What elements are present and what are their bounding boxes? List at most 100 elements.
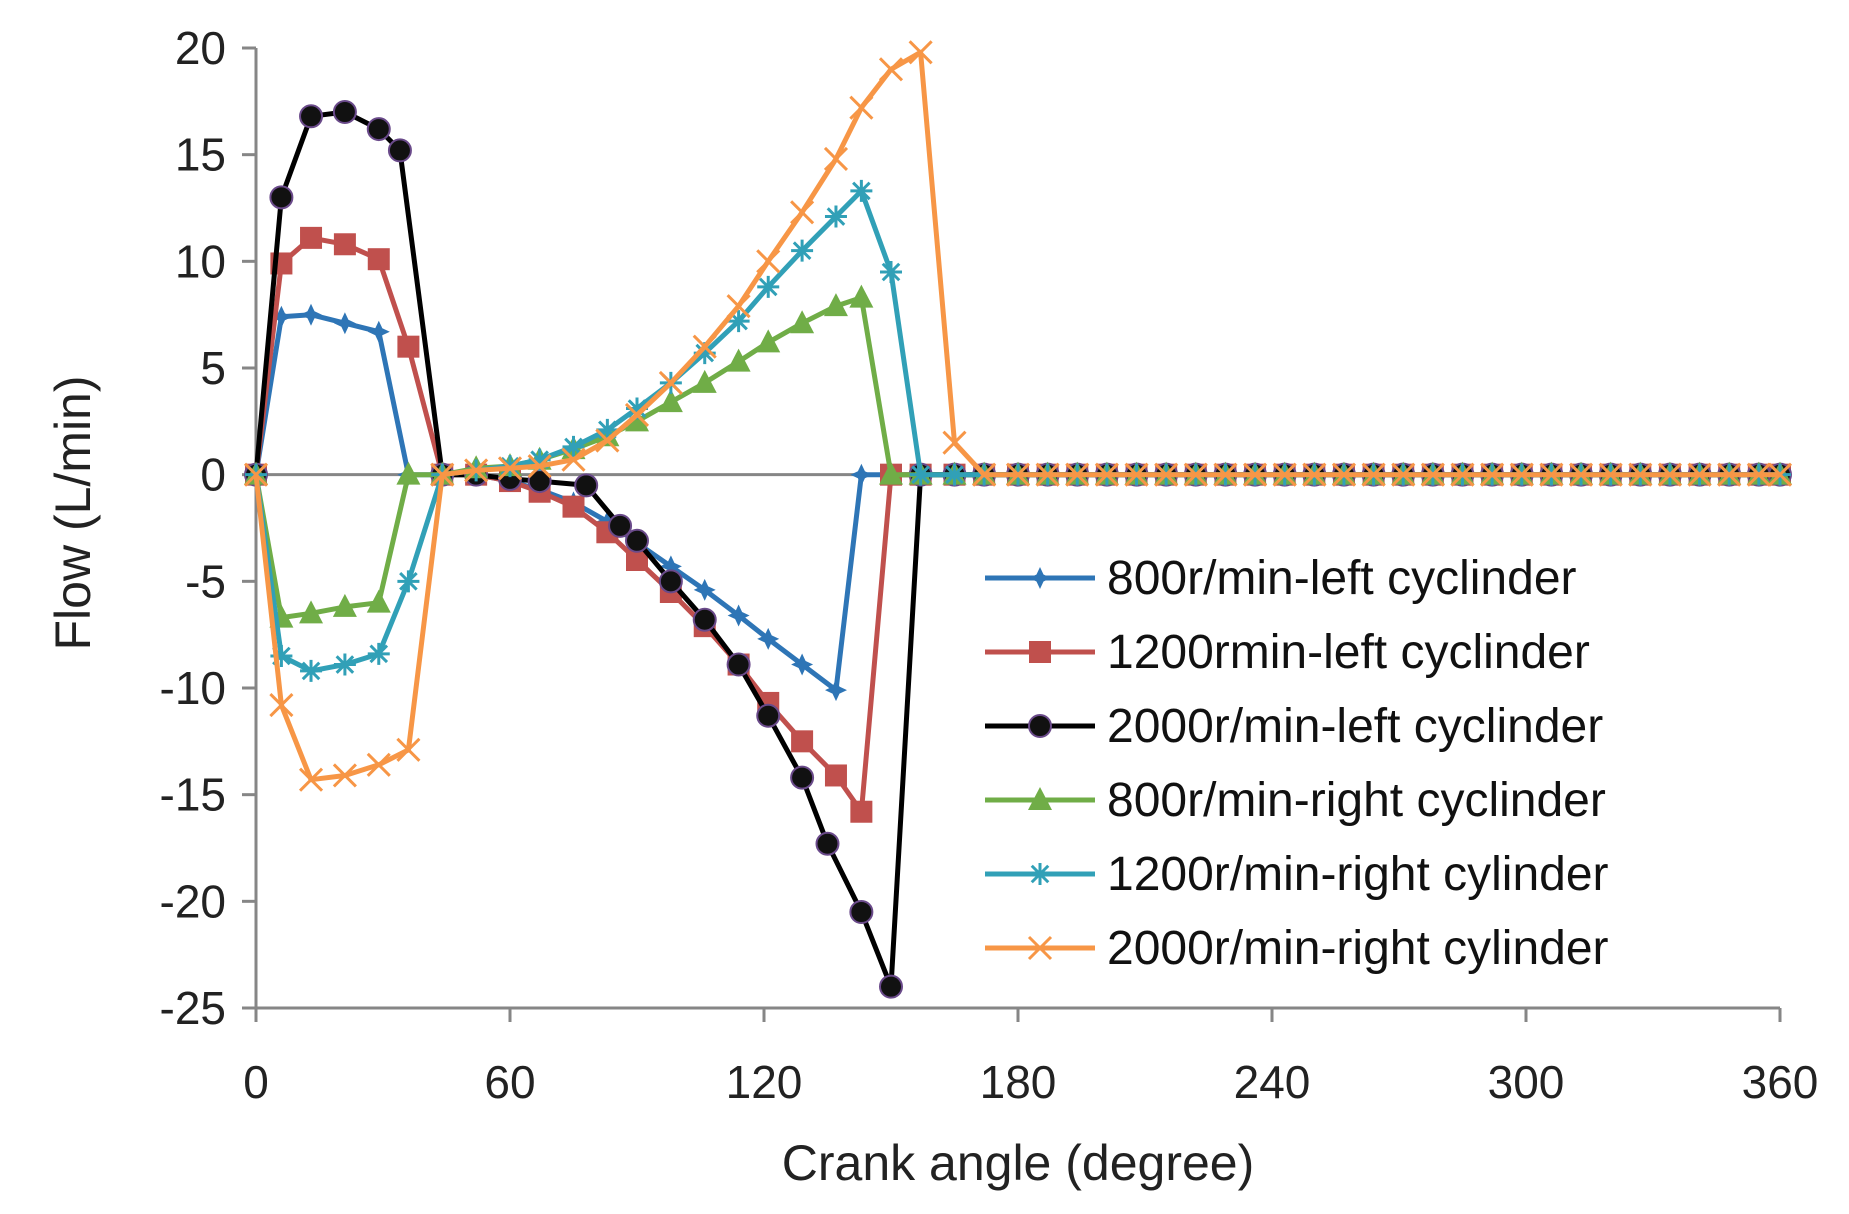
data-point bbox=[625, 528, 649, 553]
data-point bbox=[659, 555, 682, 578]
data-point bbox=[367, 248, 390, 271]
data-point bbox=[1509, 462, 1534, 487]
data-point bbox=[658, 370, 683, 395]
data-point bbox=[387, 138, 412, 163]
y-tick-label: -25 bbox=[160, 982, 226, 1034]
data-point bbox=[1480, 462, 1505, 487]
legend-marker bbox=[1029, 567, 1051, 589]
data-point bbox=[850, 800, 873, 823]
data-point bbox=[658, 389, 683, 413]
data-point bbox=[1005, 462, 1031, 487]
legend-label: 2000r/min-left cyclinder bbox=[1107, 700, 1603, 753]
data-point bbox=[333, 312, 356, 335]
data-point bbox=[608, 513, 633, 538]
data-point bbox=[366, 752, 391, 777]
x-tick-label: 360 bbox=[1742, 1056, 1819, 1108]
legend-item: 1200r/min-right cylinder bbox=[985, 848, 1609, 901]
data-point bbox=[269, 693, 294, 718]
legend-item: 2000r/min-right cylinder bbox=[985, 922, 1609, 975]
data-point bbox=[298, 767, 324, 792]
data-point bbox=[692, 369, 717, 393]
data-point bbox=[791, 653, 814, 676]
x-tick-label: 300 bbox=[1488, 1056, 1565, 1108]
data-point bbox=[430, 462, 455, 487]
data-point bbox=[1420, 462, 1445, 487]
y-tick-label: -5 bbox=[185, 555, 226, 607]
data-point bbox=[879, 461, 903, 485]
data-point bbox=[1361, 462, 1386, 487]
legend: 800r/min-left cyclinder 1200rmin-left cyc… bbox=[985, 552, 1609, 975]
data-point bbox=[972, 462, 997, 487]
data-point bbox=[824, 764, 847, 787]
data-point bbox=[366, 117, 391, 142]
data-point bbox=[658, 569, 683, 594]
data-point bbox=[823, 293, 848, 317]
x-tick-label: 60 bbox=[484, 1056, 535, 1108]
legend-item: 2000r/min-left cyclinder bbox=[985, 700, 1603, 753]
x-tick-label: 180 bbox=[980, 1056, 1057, 1108]
legend-marker bbox=[1029, 863, 1051, 885]
data-point bbox=[850, 463, 873, 486]
data-point bbox=[790, 310, 815, 334]
data-point bbox=[1154, 462, 1179, 487]
data-point bbox=[790, 200, 815, 225]
data-point bbox=[692, 607, 717, 632]
data-point bbox=[824, 205, 847, 228]
data-point bbox=[299, 600, 324, 624]
data-point bbox=[1568, 462, 1594, 487]
y-tick-label: -20 bbox=[160, 875, 226, 927]
y-tick-label: -10 bbox=[160, 662, 226, 714]
data-point bbox=[300, 303, 322, 326]
legend-label: 800r/min-right cyclinder bbox=[1107, 774, 1606, 827]
data-point bbox=[464, 458, 489, 483]
data-point bbox=[1331, 462, 1357, 487]
data-point bbox=[791, 730, 814, 753]
data-point bbox=[528, 448, 551, 471]
data-point bbox=[1450, 462, 1475, 487]
data-point bbox=[625, 408, 649, 432]
data-point bbox=[562, 435, 585, 458]
data-point bbox=[243, 462, 269, 487]
data-point bbox=[299, 104, 324, 129]
data-point bbox=[908, 40, 933, 65]
data-point bbox=[332, 763, 357, 788]
data-point bbox=[1767, 462, 1793, 487]
data-point bbox=[726, 348, 751, 372]
data-point bbox=[878, 57, 904, 82]
data-point bbox=[1302, 462, 1327, 487]
data-point bbox=[332, 100, 357, 124]
data-point bbox=[815, 831, 840, 856]
data-point bbox=[943, 463, 966, 486]
legend-marker bbox=[1029, 641, 1051, 663]
data-point bbox=[909, 463, 932, 486]
data-point bbox=[396, 461, 421, 485]
data-point bbox=[562, 495, 585, 518]
data-point bbox=[1124, 462, 1149, 487]
data-point bbox=[561, 447, 586, 472]
data-point bbox=[693, 342, 716, 365]
data-point bbox=[626, 549, 648, 571]
data-point bbox=[879, 974, 903, 999]
data-point bbox=[692, 334, 717, 359]
data-point bbox=[1183, 462, 1208, 487]
data-point bbox=[1598, 462, 1623, 487]
data-point bbox=[1035, 462, 1060, 487]
data-point bbox=[1243, 462, 1268, 487]
legend-item: 1200rmin-left cyclinder bbox=[985, 626, 1590, 679]
data-point bbox=[397, 570, 420, 593]
legend-label: 1200r/min-right cylinder bbox=[1107, 848, 1609, 901]
data-point bbox=[1539, 462, 1564, 487]
data-point bbox=[1628, 462, 1653, 487]
legend-marker bbox=[1028, 787, 1052, 810]
data-point bbox=[693, 578, 716, 601]
data-point bbox=[497, 456, 523, 481]
x-tick-label: 0 bbox=[243, 1056, 269, 1108]
plot-series bbox=[243, 40, 1793, 999]
data-point bbox=[595, 428, 620, 453]
series-6 bbox=[243, 40, 1793, 792]
data-point bbox=[1094, 462, 1119, 487]
data-point bbox=[574, 473, 599, 498]
data-point bbox=[270, 645, 293, 667]
